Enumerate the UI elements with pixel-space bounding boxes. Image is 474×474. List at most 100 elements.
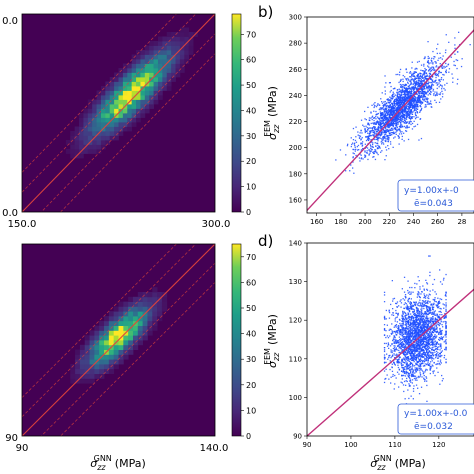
heatmap-cell	[109, 122, 115, 127]
scatter-point	[388, 139, 390, 141]
scatter-point	[407, 374, 409, 376]
heatmap-cell	[166, 41, 172, 46]
scatter-point	[409, 327, 412, 329]
scatter-point	[454, 53, 456, 55]
colorbar-tick-label: 10	[246, 406, 256, 415]
scatter-point	[403, 108, 405, 111]
scatter-point	[403, 91, 405, 93]
scatter-point	[400, 306, 402, 308]
heatmap-cell	[99, 349, 105, 355]
scatter-point	[410, 80, 412, 82]
scatter-point	[402, 384, 405, 386]
scatter-point	[406, 79, 408, 81]
scatter-point	[373, 131, 376, 133]
scatter-point	[391, 98, 393, 100]
scatter-point	[436, 94, 438, 96]
scatter-point	[412, 88, 414, 90]
scatter-point	[382, 116, 384, 119]
scatter-point	[400, 97, 402, 99]
scatter-point	[399, 101, 402, 103]
scatter-point	[365, 146, 368, 148]
scatter-point	[368, 133, 370, 135]
scatter-point	[389, 108, 391, 110]
scatter-point	[414, 96, 416, 98]
scatter-point	[424, 297, 427, 299]
scatter-point	[354, 142, 356, 144]
x-tick-label: 28	[457, 218, 466, 226]
scatter-point	[409, 335, 411, 337]
heatmap-cell	[131, 86, 137, 91]
scatter-point	[391, 108, 394, 110]
scatter-point	[401, 117, 403, 120]
heatmap-cell	[127, 72, 133, 78]
scatter-point	[395, 124, 397, 126]
heatmap-cell	[89, 378, 95, 384]
scatter-point	[412, 369, 414, 371]
heatmap-cell	[149, 81, 154, 87]
scatter-point	[367, 158, 369, 161]
scatter-point	[373, 138, 375, 141]
heatmap-cell	[136, 104, 141, 109]
scatter-point	[429, 67, 431, 69]
scatter-point	[420, 359, 423, 361]
scatter-point	[385, 115, 387, 117]
scatter-point	[381, 131, 383, 134]
scatter-point	[434, 330, 436, 332]
x-tick-label: 260	[431, 218, 444, 226]
scatter-point	[422, 360, 424, 362]
heatmap-cell	[96, 122, 102, 127]
scatter-point	[350, 137, 352, 139]
heatmap-cell	[162, 68, 168, 73]
scatter-point	[412, 338, 414, 340]
scatter-point	[403, 338, 406, 340]
heatmap-cell	[162, 54, 168, 60]
scatter-point	[412, 373, 414, 375]
scatter-point	[420, 96, 422, 98]
scatter-point	[405, 107, 407, 109]
scatter-point	[422, 305, 424, 308]
scatter-point	[424, 93, 426, 95]
scatter-point	[398, 97, 400, 99]
scatter-point	[402, 368, 404, 370]
scatter-point	[388, 148, 390, 150]
scatter-point	[424, 91, 426, 94]
scatter-point	[390, 332, 392, 335]
scatter-point	[410, 291, 412, 293]
scatter-point	[402, 99, 404, 101]
scatter-point	[434, 318, 437, 320]
scatter-point	[413, 126, 415, 128]
scatter-point	[406, 103, 409, 105]
scatter-point	[352, 148, 354, 151]
scatter-point	[426, 91, 429, 93]
scatter-point	[389, 124, 391, 126]
scatter-point	[426, 328, 428, 330]
scatter-point	[436, 93, 438, 95]
scatter-point	[413, 87, 415, 89]
scatter-point	[445, 291, 447, 294]
scatter-point	[402, 98, 405, 100]
scatter-point	[391, 280, 393, 282]
scatter-point	[353, 172, 355, 174]
heatmap-cell	[131, 122, 137, 127]
scatter-point	[365, 125, 367, 127]
heatmap-cell	[79, 368, 86, 374]
heatmap-cell	[122, 86, 128, 91]
scatter-point	[442, 326, 444, 328]
heatmap-cell	[114, 77, 119, 82]
scatter-point	[361, 142, 363, 145]
scatter-point	[398, 98, 400, 100]
heatmap-cell	[104, 354, 110, 360]
scatter-point	[406, 304, 408, 306]
scatter-point	[410, 316, 412, 318]
scatter-point	[406, 125, 408, 127]
heatmap-cell	[127, 104, 133, 109]
scatter-point	[384, 113, 387, 115]
scatter-point	[384, 378, 386, 380]
heatmap-cell	[108, 320, 115, 326]
scatter-point	[437, 307, 439, 309]
scatter-point	[416, 311, 418, 313]
heatmap-cell	[128, 349, 134, 355]
scatter-point	[419, 333, 421, 335]
heatmap-cell	[65, 140, 71, 145]
heatmap-cell	[79, 113, 84, 118]
